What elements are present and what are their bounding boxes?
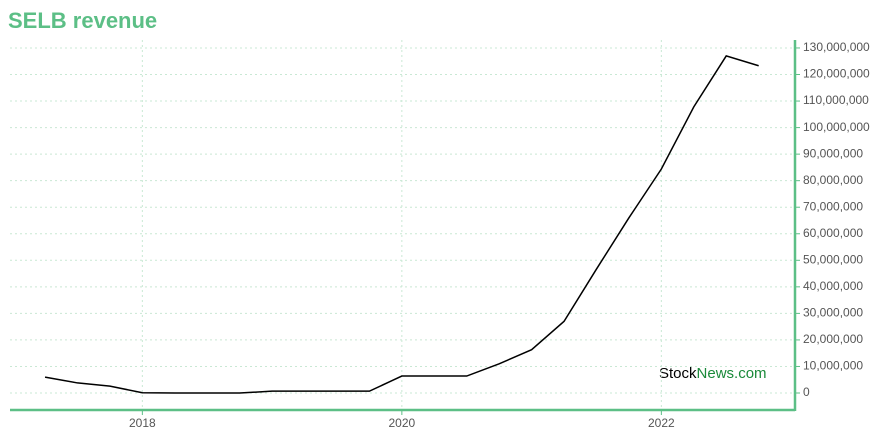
y-tick-label: 0	[803, 385, 810, 399]
y-tick-label: 70,000,000	[803, 199, 863, 213]
watermark-stock: Stock	[659, 365, 697, 382]
y-tick-label: 40,000,000	[803, 279, 863, 293]
y-tick-label: 130,000,000	[803, 40, 870, 54]
x-tick-label: 2018	[129, 416, 156, 430]
x-tick-label: 2020	[388, 416, 415, 430]
y-tick-label: 30,000,000	[803, 306, 863, 320]
y-tick-label: 110,000,000	[803, 93, 869, 107]
y-tick-label: 120,000,000	[803, 67, 870, 81]
y-tick-label: 20,000,000	[803, 332, 863, 346]
line-series	[44, 55, 759, 394]
chart-title: SELB revenue	[8, 8, 157, 33]
y-tick-label: 50,000,000	[803, 252, 863, 266]
y-tick-label: 80,000,000	[803, 173, 863, 187]
y-tick-label: 100,000,000	[803, 120, 870, 134]
y-tick-label: 60,000,000	[803, 226, 863, 240]
y-tick-label: 90,000,000	[803, 146, 863, 160]
y-tick-label: 10,000,000	[803, 359, 863, 373]
x-tick-label: 2022	[648, 416, 675, 430]
watermark-news: News.com	[697, 365, 767, 382]
watermark: StockNews.com	[659, 365, 767, 382]
